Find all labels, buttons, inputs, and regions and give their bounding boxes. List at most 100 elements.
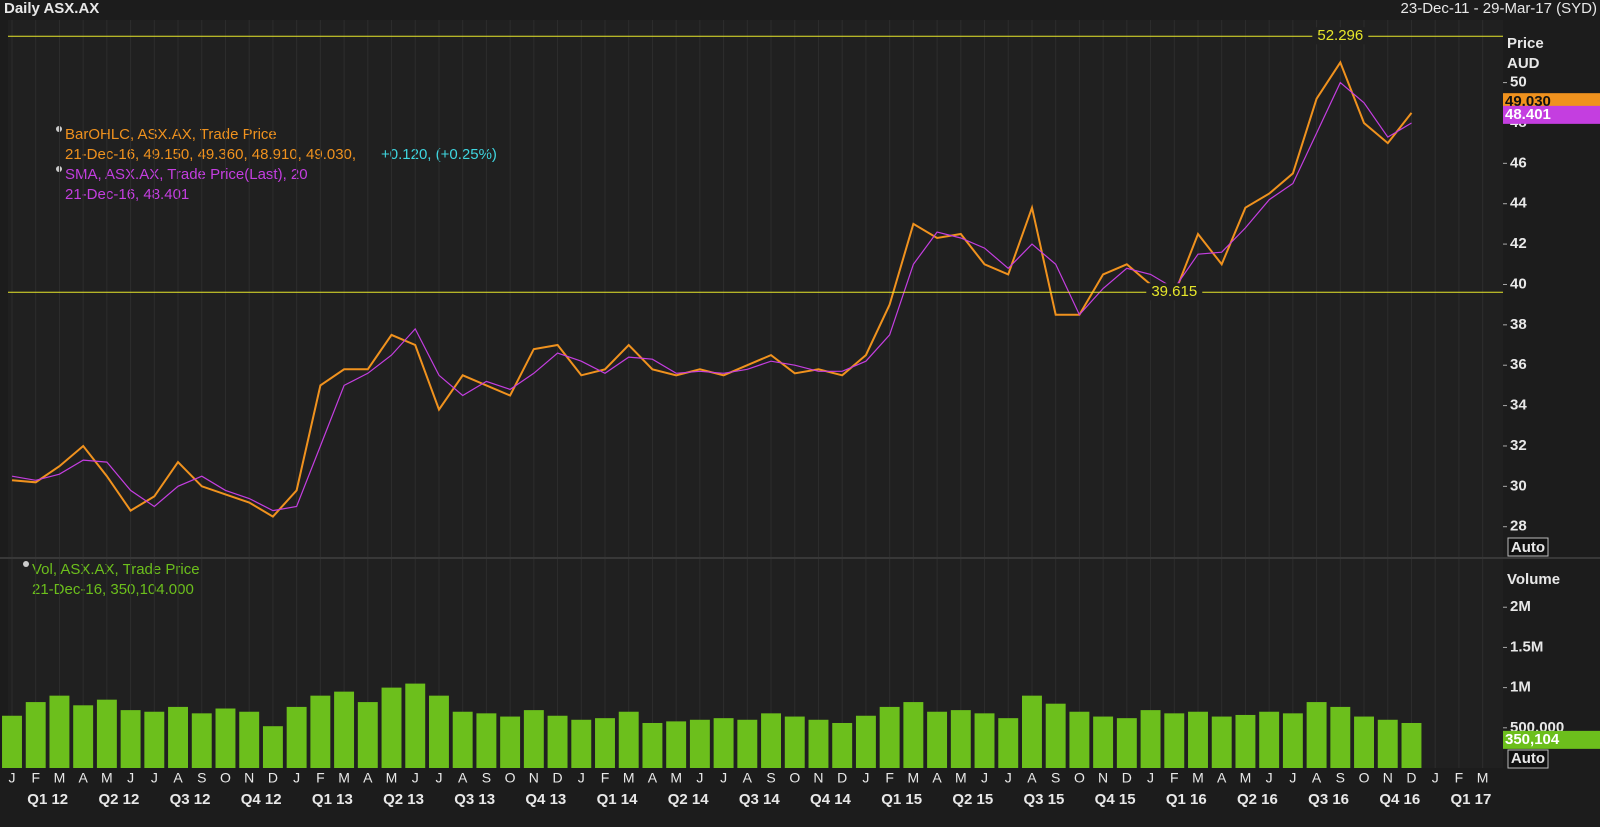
x-tick-label: J	[412, 770, 419, 786]
legend-name: BarOHLC, ASX.AX, Trade Price	[65, 126, 277, 143]
quarter-label: Q3 15	[1024, 791, 1065, 808]
x-tick-label: M	[1477, 770, 1489, 786]
y-tick-label: 30	[1510, 477, 1527, 494]
x-tick-label: M	[54, 770, 66, 786]
volume-bar	[25, 702, 46, 768]
x-tick-label: A	[363, 770, 373, 786]
x-tick-label: N	[1383, 770, 1393, 786]
auto-button[interactable]	[1507, 749, 1549, 769]
volume-bar	[642, 722, 663, 768]
legend-detail: 21-Dec-16, 48.401	[65, 186, 189, 203]
volume-bar	[713, 718, 734, 768]
volume-bar	[1164, 713, 1185, 768]
volume-bar	[761, 713, 782, 768]
volume-bar	[476, 713, 497, 768]
quarter-label: Q1 12	[27, 791, 68, 808]
x-tick-label: O	[220, 770, 231, 786]
volume-bar	[571, 719, 592, 768]
legend-name: SMA, ASX.AX, Trade Price(Last), 20	[65, 166, 308, 183]
quarter-label: Q4 16	[1379, 791, 1420, 808]
quarter-label: Q4 13	[525, 791, 566, 808]
auto-label[interactable]: Auto	[1511, 750, 1545, 767]
quarter-label: Q1 14	[597, 791, 639, 808]
volume-bar	[239, 711, 260, 768]
quarter-label: Q1 15	[881, 791, 922, 808]
volume-bar	[405, 683, 426, 768]
x-tick-label: A	[173, 770, 183, 786]
x-tick-label: J	[1432, 770, 1439, 786]
auto-label[interactable]: Auto	[1511, 539, 1545, 556]
x-tick-label: J	[151, 770, 158, 786]
volume-bar	[808, 719, 829, 768]
x-tick-label: S	[197, 770, 206, 786]
volume-bar	[191, 713, 212, 768]
x-tick-label: J	[862, 770, 869, 786]
level-label-bg	[1146, 283, 1203, 301]
x-tick-label: A	[1312, 770, 1322, 786]
y-tick-label: 34	[1510, 397, 1527, 414]
x-tick-label: A	[743, 770, 753, 786]
volume-bar	[1140, 710, 1161, 768]
x-tick-label: A	[458, 770, 468, 786]
x-tick-label: A	[1027, 770, 1037, 786]
volume-bar	[950, 710, 971, 768]
x-tick-label: D	[268, 770, 278, 786]
x-tick-label: M	[386, 770, 398, 786]
y-title: Volume	[1507, 571, 1560, 588]
volume-bar	[381, 687, 402, 768]
quarter-label: Q2 14	[668, 791, 710, 808]
volume-bar	[49, 695, 70, 768]
volume-bar	[1354, 716, 1375, 768]
quarter-label: Q4 12	[241, 791, 282, 808]
x-tick-label: M	[101, 770, 113, 786]
volume-bar	[595, 718, 615, 768]
x-tick-label: O	[1359, 770, 1370, 786]
volume-bar	[120, 710, 141, 768]
volume-bar	[855, 715, 876, 768]
x-tick-label: F	[885, 770, 894, 786]
x-tick-label: J	[1005, 770, 1012, 786]
x-tick-label: J	[127, 770, 134, 786]
volume-bar	[1116, 718, 1137, 768]
quarter-label: Q4 15	[1095, 791, 1136, 808]
volume-bar	[523, 710, 544, 768]
volume-bar	[1211, 716, 1232, 768]
x-tick-label: F	[1170, 770, 1179, 786]
volume-bar	[262, 726, 283, 768]
date-range: 23-Dec-11 - 29-Mar-17 (SYD)	[1401, 0, 1597, 17]
volume-bar	[73, 705, 94, 768]
volume-bar	[1045, 703, 1066, 768]
legend-name: Vol, ASX.AX, Trade Price	[32, 561, 200, 578]
volume-bar	[1021, 695, 1042, 768]
x-tick-label: A	[932, 770, 942, 786]
legend-icon[interactable]	[23, 561, 29, 567]
volume-bar	[2, 715, 22, 768]
y-tick-label: 50	[1510, 74, 1527, 91]
x-tick-label: J	[578, 770, 585, 786]
volume-bar	[1330, 706, 1351, 768]
x-tick-label: N	[1098, 770, 1108, 786]
y-tick-label: 32	[1510, 437, 1527, 454]
y-tick-label: 36	[1510, 356, 1527, 373]
volume-bar	[1259, 711, 1280, 768]
quarter-label: Q1 16	[1166, 791, 1207, 808]
x-tick-label: N	[244, 770, 254, 786]
auto-button[interactable]	[1507, 537, 1549, 557]
volume-bar	[689, 719, 710, 768]
x-tick-label: J	[293, 770, 300, 786]
quarter-label: Q4 14	[810, 791, 852, 808]
last-value-box	[1503, 105, 1600, 124]
volume-bar	[1377, 719, 1398, 768]
quarter-label: Q2 16	[1237, 791, 1278, 808]
x-tick-label: J	[435, 770, 442, 786]
y-tick-label: 42	[1510, 235, 1527, 252]
last-value-box	[1503, 730, 1600, 749]
x-tick-label: S	[1051, 770, 1060, 786]
x-tick-label: O	[789, 770, 800, 786]
level-label: 39.615	[1151, 283, 1197, 300]
last-value-label: 350,104	[1505, 731, 1560, 748]
volume-bar	[784, 716, 805, 768]
x-tick-label: M	[338, 770, 350, 786]
